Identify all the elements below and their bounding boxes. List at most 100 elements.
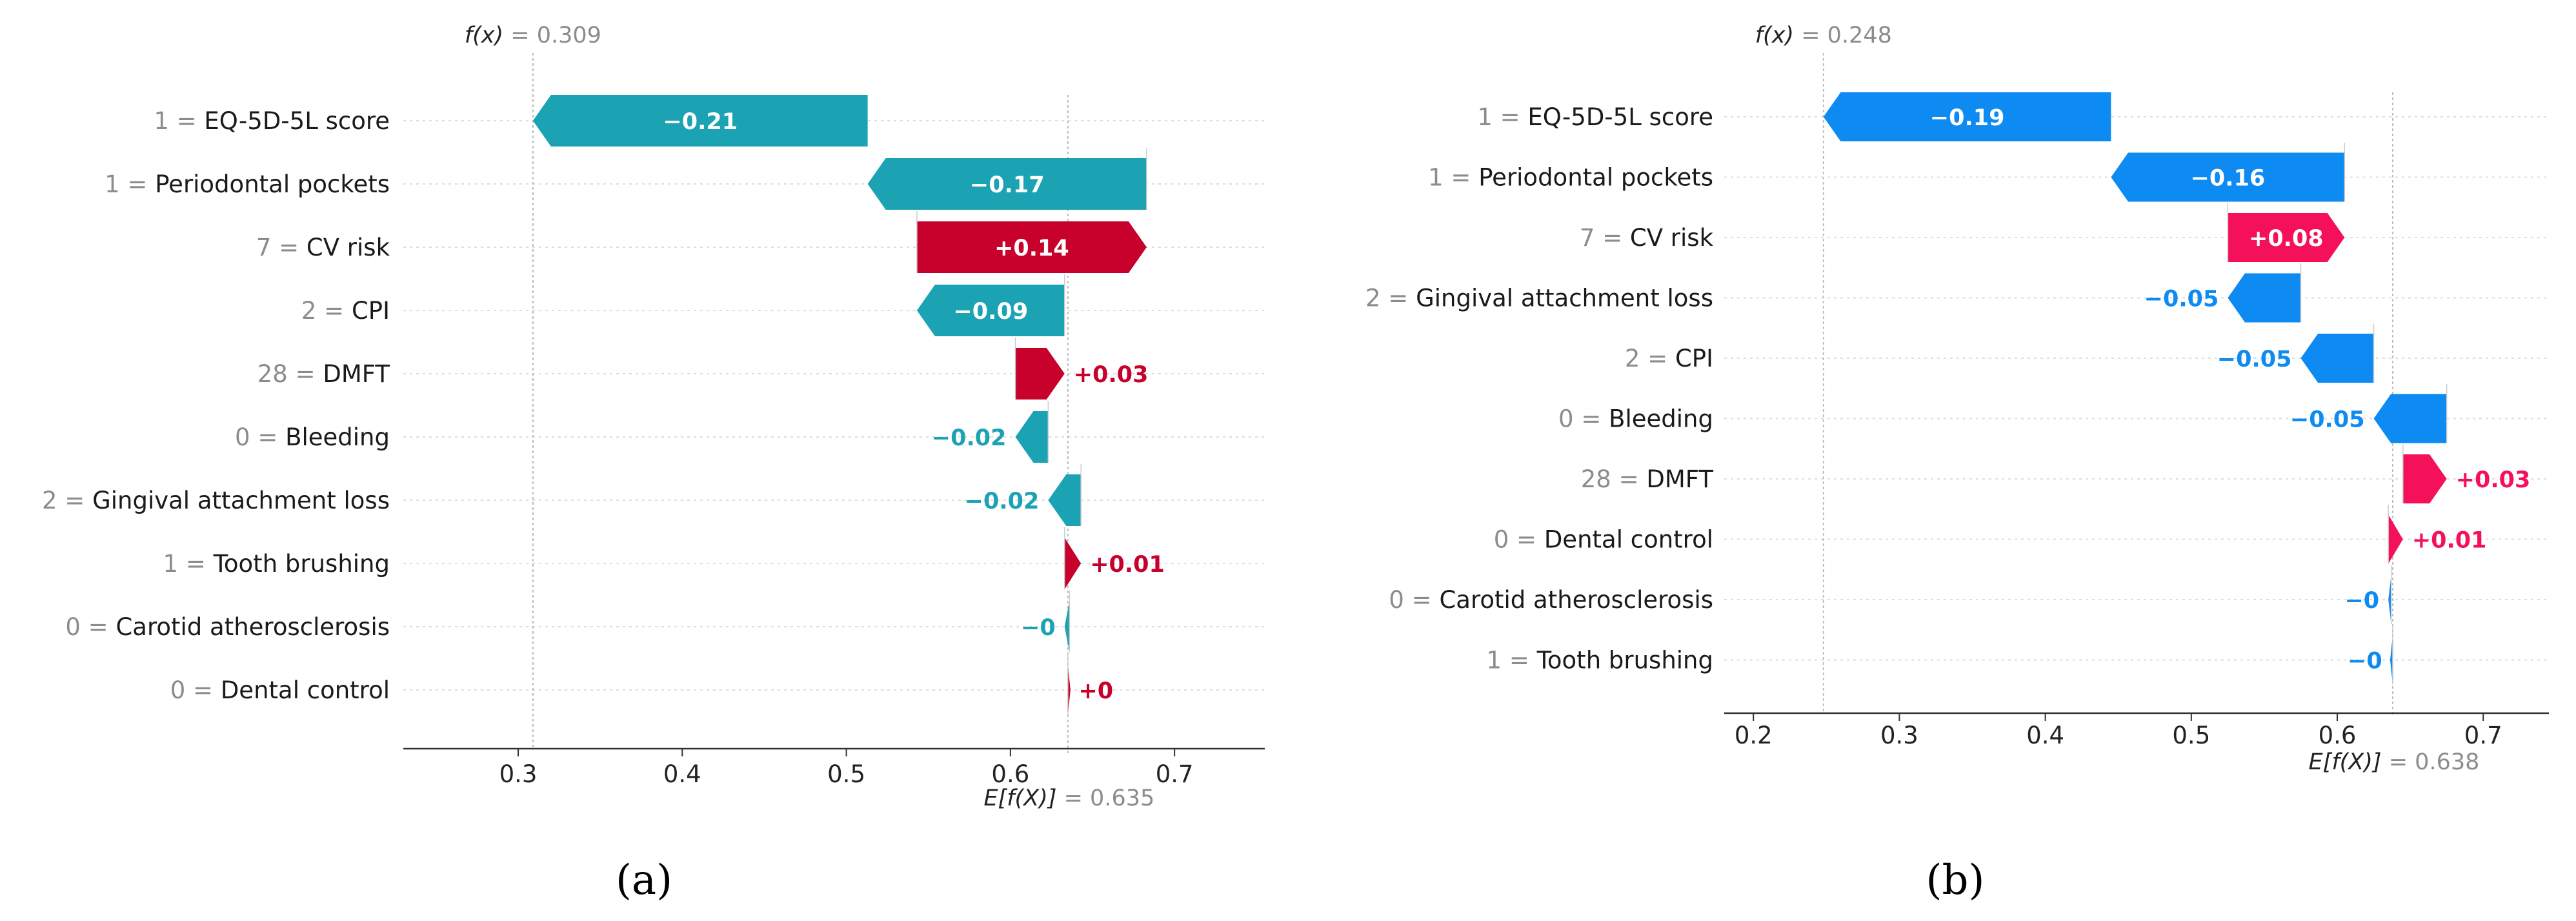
x-tick-label: 0.5 — [827, 760, 865, 788]
feature-name: CPI — [352, 297, 390, 325]
feature-value: 2 = — [1625, 345, 1675, 372]
feature-label: 2 = Gingival attachment loss — [42, 487, 390, 514]
panel-a-waterfall-chart: f(x) = 0.309 −0.21 1 = EQ-5D-5L score −0.17… — [42, 23, 1265, 904]
feature-name: Carotid atherosclerosis — [1439, 586, 1713, 614]
negative-shap-bar — [1048, 474, 1082, 526]
feature-value: 0 = — [65, 613, 116, 641]
feature-name: Gingival attachment loss — [92, 487, 390, 514]
fx-value: = 0.309 — [503, 23, 601, 48]
feature-label: 0 = Dental control — [170, 676, 390, 704]
feature-label: 0 = Carotid atherosclerosis — [1389, 586, 1713, 614]
negative-shap-bar — [2228, 273, 2301, 323]
shap-value-label: −0.02 — [965, 489, 1040, 514]
feature-label: 7 = CV risk — [256, 234, 390, 261]
shap-value-label: +0.03 — [2456, 467, 2531, 493]
negative-shap-bar — [2390, 635, 2393, 685]
feature-value: 1 = — [1428, 164, 1478, 192]
feature-value: 7 = — [256, 234, 307, 261]
negative-shap-bar — [532, 95, 868, 147]
feature-value: 1 = — [154, 107, 204, 135]
feature-name: Carotid atherosclerosis — [116, 613, 390, 641]
x-tick-label: 0.4 — [663, 760, 701, 788]
shap-value-label: −0 — [2348, 649, 2382, 674]
fx-label: f(x) — [1755, 23, 1794, 48]
negative-shap-bar — [2373, 394, 2447, 443]
feature-label: 2 = CPI — [301, 297, 390, 325]
feature-label: 28 = DMFT — [257, 360, 390, 388]
feature-name: DMFT — [323, 360, 390, 388]
fx-annotation: f(x) = 0.309 — [465, 23, 601, 48]
feature-value: 1 = — [105, 170, 155, 198]
feature-name: CV risk — [1630, 224, 1714, 252]
negative-shap-bar — [916, 285, 1065, 336]
base-value-annotation: E[f(X)] = 0.635 — [983, 785, 1154, 811]
negative-shap-bar — [2111, 152, 2345, 202]
feature-label: 1 = Periodontal pockets — [1428, 164, 1713, 192]
feature-name: Bleeding — [285, 423, 390, 451]
feature-value: 2 = — [1365, 285, 1416, 312]
feature-label: 1 = Tooth brushing — [1487, 647, 1713, 674]
feature-value: 0 = — [170, 676, 221, 704]
positive-shap-bar — [2228, 213, 2345, 262]
positive-shap-bar — [1067, 664, 1071, 716]
panel-b-waterfall-chart: f(x) = 0.248 −0.19 1 = EQ-5D-5L score −0.16… — [1365, 23, 2549, 904]
feature-name: Periodontal pockets — [155, 170, 390, 198]
feature-name: Periodontal pockets — [1478, 164, 1713, 192]
feature-name: Dental control — [221, 676, 390, 704]
feature-value: 0 = — [1389, 586, 1439, 614]
feature-label: 1 = EQ-5D-5L score — [154, 107, 390, 135]
base-value-annotation: E[f(X)] = 0.638 — [2309, 749, 2480, 775]
negative-shap-bar — [1015, 411, 1049, 463]
shap-value-label: −0 — [2344, 588, 2379, 614]
feature-value: 2 = — [42, 487, 92, 514]
feature-value: 7 = — [1580, 224, 1630, 252]
shap-value-label: −0.05 — [2217, 347, 2292, 372]
feature-name: EQ-5D-5L score — [204, 107, 390, 135]
x-tick-label: 0.5 — [2172, 722, 2210, 749]
shap-value-label: +0.08 — [2249, 226, 2324, 252]
feature-label: 1 = Periodontal pockets — [105, 170, 390, 198]
panel-caption: (a) — [616, 856, 672, 904]
feature-value: 0 = — [1558, 405, 1609, 433]
shap-value-label: +0.14 — [994, 236, 1069, 261]
feature-value: 1 = — [1487, 647, 1537, 674]
feature-label: 7 = CV risk — [1580, 224, 1714, 252]
shap-value-label: −0.17 — [970, 172, 1045, 198]
feature-label: 1 = Tooth brushing — [163, 550, 390, 578]
shap-value-label: −0.05 — [2290, 407, 2365, 433]
feature-label: 0 = Bleeding — [235, 423, 390, 451]
shap-value-label: −0.16 — [2191, 166, 2266, 192]
feature-label: 2 = Gingival attachment loss — [1365, 285, 1713, 312]
x-tick-label: 0.4 — [2026, 722, 2064, 749]
feature-value: 1 = — [1477, 103, 1527, 131]
x-tick-label: 0.3 — [499, 760, 538, 788]
feature-name: Tooth brushing — [1536, 647, 1713, 674]
feature-value: 28 = — [1581, 465, 1647, 493]
fx-value: = 0.248 — [1794, 23, 1892, 48]
shap-value-label: −0.02 — [932, 425, 1007, 451]
fx-label: f(x) — [465, 23, 503, 48]
negative-shap-bar — [1823, 92, 2111, 141]
base-value-label: E[f(X)] — [2309, 749, 2382, 775]
positive-shap-bar — [1064, 538, 1082, 589]
feature-value: 0 = — [1494, 526, 1544, 554]
feature-value: 2 = — [301, 297, 352, 325]
positive-shap-bar — [916, 221, 1147, 273]
base-value: = 0.638 — [2382, 749, 2480, 775]
positive-shap-bar — [1015, 348, 1065, 400]
feature-label: 0 = Bleeding — [1558, 405, 1713, 433]
x-tick-label: 0.3 — [1880, 722, 1918, 749]
x-tick-label: 0.6 — [2319, 722, 2357, 749]
feature-value: 28 = — [257, 360, 323, 388]
x-tick-label: 0.7 — [1156, 760, 1194, 788]
x-tick-label: 0.2 — [1735, 722, 1773, 749]
feature-label: 0 = Dental control — [1494, 526, 1713, 554]
shap-value-label: +0.03 — [1074, 362, 1149, 388]
negative-shap-bar — [2388, 575, 2391, 624]
feature-value: 0 = — [235, 423, 285, 451]
shap-value-label: −0.09 — [953, 299, 1028, 325]
positive-shap-bar — [2388, 514, 2403, 564]
shap-value-label: −0 — [1021, 615, 1056, 641]
feature-name: CPI — [1675, 345, 1713, 372]
